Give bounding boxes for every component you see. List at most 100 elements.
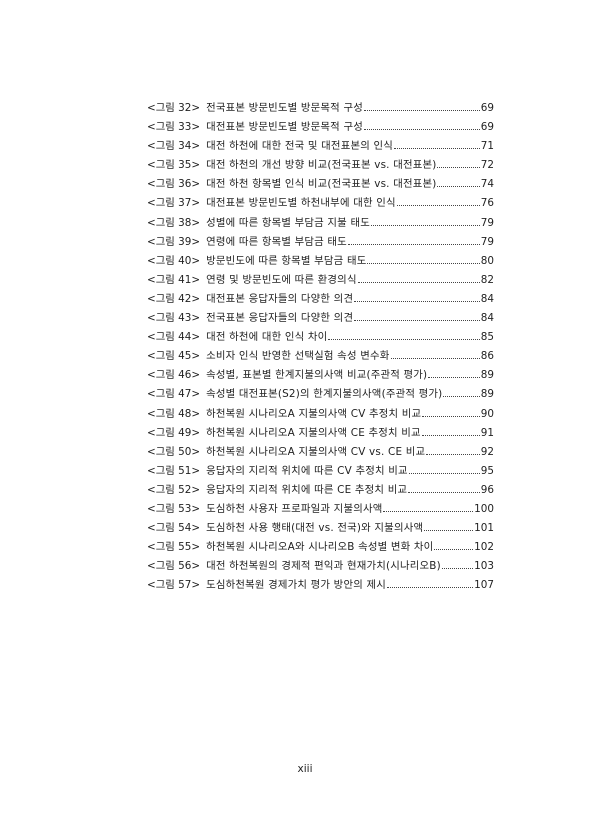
dot-leader (383, 510, 474, 512)
toc-entry[interactable]: <그림 40> 방문빈도에 따른 항목별 부담금 태도 80 (147, 252, 494, 271)
page-ref: 96 (480, 483, 494, 496)
toc-entry[interactable]: <그림 54> 도심하천 사용 행태(대전 vs. 전국)와 지불의사액 101 (147, 519, 494, 538)
page-ref: 102 (474, 541, 494, 554)
page-ref: 69 (480, 121, 494, 134)
figure-label: <그림 41> (147, 273, 201, 286)
toc-entry[interactable]: <그림 46> 속성별, 표본별 한계지불의사액 비교(주관적 평가) 89 (147, 366, 494, 385)
page-ref: 103 (474, 560, 494, 573)
page-ref: 89 (480, 388, 494, 401)
dot-leader (443, 396, 480, 398)
dot-leader (441, 568, 474, 570)
dot-leader (367, 262, 480, 264)
figure-label: <그림 54> (147, 522, 201, 535)
toc-entry[interactable]: <그림 39> 연령에 따른 항목별 부담금 태도 79 (147, 233, 494, 252)
toc-entry[interactable]: <그림 53> 도심하천 사용자 프로파일과 지불의사액 100 (147, 500, 494, 519)
dot-leader (394, 148, 480, 150)
figure-title: 방문빈도에 따른 항목별 부담금 태도 (206, 254, 367, 267)
figure-title: 전국표본 응답자들의 다양한 의견 (206, 312, 354, 325)
dot-leader (347, 243, 480, 245)
dot-leader (424, 530, 474, 532)
dot-leader (408, 491, 480, 493)
toc-entry[interactable]: <그림 33> 대전표본 방문빈도별 방문목적 구성 69 (147, 118, 494, 137)
toc-entry[interactable]: <그림 35> 대전 하천의 개선 방향 비교(전국표본 vs. 대전표본) 72 (147, 156, 494, 175)
toc-entry[interactable]: <그림 34> 대전 하천에 대한 전국 및 대전표본의 인식 71 (147, 137, 494, 156)
page-ref: 82 (480, 273, 494, 286)
page-ref: 85 (480, 331, 494, 344)
dot-leader (421, 434, 480, 436)
toc-entry[interactable]: <그림 44> 대전 하천에 대한 인식 차이 85 (147, 328, 494, 347)
page-ref: 101 (474, 522, 494, 535)
toc-entry[interactable]: <그림 37> 대전표본 방문빈도별 하천내부에 대한 인식 76 (147, 194, 494, 213)
toc-entry[interactable]: <그림 36> 대전 하천 항목별 인식 비교(전국표본 vs. 대전표본) 74 (147, 175, 494, 194)
figure-label: <그림 35> (147, 159, 201, 172)
dot-leader (434, 549, 474, 551)
dot-leader (428, 377, 480, 379)
page-ref: 69 (480, 102, 494, 114)
toc-entry[interactable]: <그림 55> 하천복원 시나리오A와 시나리오B 속성별 변화 차이 102 (147, 538, 494, 557)
figure-label: <그림 52> (147, 483, 201, 496)
page-ref: 76 (480, 197, 494, 210)
toc-entry[interactable]: <그림 41> 연령 및 방문빈도에 따른 환경의식 82 (147, 271, 494, 290)
toc-entry[interactable]: <그림 56> 대전 하천복원의 경제적 편익과 현재가치(시나리오B) 103 (147, 557, 494, 576)
toc-entry[interactable]: <그림 42> 대전표본 응답자들의 다양한 의견 84 (147, 290, 494, 309)
figure-title: 하천복원 시나리오A 지불의사액 CV 추정치 비교 (206, 407, 422, 420)
figure-label: <그림 45> (147, 350, 201, 363)
figure-label: <그림 48> (147, 407, 201, 420)
page-ref: 74 (480, 178, 494, 191)
figure-title: 대전 하천에 대한 인식 차이 (206, 331, 328, 344)
page-ref: 79 (480, 216, 494, 229)
toc-entry[interactable]: <그림 48> 하천복원 시나리오A 지불의사액 CV 추정치 비교 90 (147, 405, 494, 424)
figure-title: 하천복원 시나리오A 지불의사액 CV vs. CE 비교 (206, 445, 426, 458)
figure-label: <그림 34> (147, 140, 201, 153)
page-ref: 84 (480, 312, 494, 325)
toc-entry[interactable]: <그림 51> 응답자의 지리적 위치에 따른 CV 추정치 비교 95 (147, 462, 494, 481)
toc-entry[interactable]: <그림 49> 하천복원 시나리오A 지불의사액 CE 추정치 비교 91 (147, 424, 494, 443)
figure-label: <그림 57> (147, 579, 201, 592)
dot-leader (386, 587, 474, 589)
page-number: xiii (297, 763, 313, 775)
toc-entry[interactable]: <그림 43> 전국표본 응답자들의 다양한 의견 84 (147, 309, 494, 328)
toc-entry[interactable]: <그림 47> 속성별 대전표본(S2)의 한계지불의사액(주관적 평가) 89 (147, 385, 494, 404)
toc-entry[interactable]: <그림 57> 도심하천복원 경제가치 평가 방안의 제시 107 (147, 576, 494, 595)
page-ref: 84 (480, 292, 494, 305)
dot-leader (408, 472, 480, 474)
figure-title: 하천복원 시나리오A 지불의사액 CE 추정치 비교 (206, 426, 421, 439)
toc-entry[interactable]: <그림 52> 응답자의 지리적 위치에 따른 CE 추정치 비교 96 (147, 481, 494, 500)
page-ref: 89 (480, 369, 494, 382)
toc-entry[interactable]: <그림 32> 전국표본 방문빈도별 방문목적 구성 69 (147, 99, 494, 118)
page-ref: 71 (480, 140, 494, 153)
figure-title: 연령 및 방문빈도에 따른 환경의식 (206, 273, 357, 286)
figure-label: <그림 40> (147, 254, 201, 267)
figure-title: 대전 하천복원의 경제적 편익과 현재가치(시나리오B) (206, 560, 441, 573)
page-ref: 80 (480, 254, 494, 267)
figure-label: <그림 44> (147, 331, 201, 344)
dot-leader (390, 358, 480, 360)
figure-label: <그림 33> (147, 121, 201, 134)
dot-leader (422, 415, 480, 417)
figure-title: 응답자의 지리적 위치에 따른 CV 추정치 비교 (206, 464, 408, 477)
figure-title: 대전 하천의 개선 방향 비교(전국표본 vs. 대전표본) (206, 159, 437, 172)
figure-title: 하천복원 시나리오A와 시나리오B 속성별 변화 차이 (206, 541, 434, 554)
figure-label: <그림 39> (147, 235, 201, 248)
figure-label: <그림 36> (147, 178, 201, 191)
page-ref: 100 (474, 502, 494, 515)
figure-label: <그림 37> (147, 197, 201, 210)
dot-leader (437, 186, 480, 188)
page-ref: 72 (480, 159, 494, 172)
dot-leader (357, 281, 480, 283)
figure-title: 속성별 대전표본(S2)의 한계지불의사액(주관적 평가) (206, 388, 443, 401)
figure-label: <그림 56> (147, 560, 201, 573)
page-ref: 91 (480, 426, 494, 439)
figure-label: <그림 53> (147, 502, 201, 515)
dot-leader (426, 453, 480, 455)
figure-title: 도심하천복원 경제가치 평가 방안의 제시 (206, 579, 386, 592)
dot-leader (354, 320, 480, 322)
dot-leader (437, 167, 480, 169)
toc-entry[interactable]: <그림 45> 소비자 인식 반영한 선택실험 속성 변수화 86 (147, 347, 494, 366)
toc-entry[interactable]: <그림 38> 성별에 따른 항목별 부담금 지불 태도 79 (147, 214, 494, 233)
figure-title: 도심하천 사용자 프로파일과 지불의사액 (206, 502, 383, 515)
toc-entry[interactable]: <그림 50> 하천복원 시나리오A 지불의사액 CV vs. CE 비교 92 (147, 443, 494, 462)
figure-label: <그림 50> (147, 445, 201, 458)
page-ref: 95 (480, 464, 494, 477)
dot-leader (396, 205, 480, 207)
